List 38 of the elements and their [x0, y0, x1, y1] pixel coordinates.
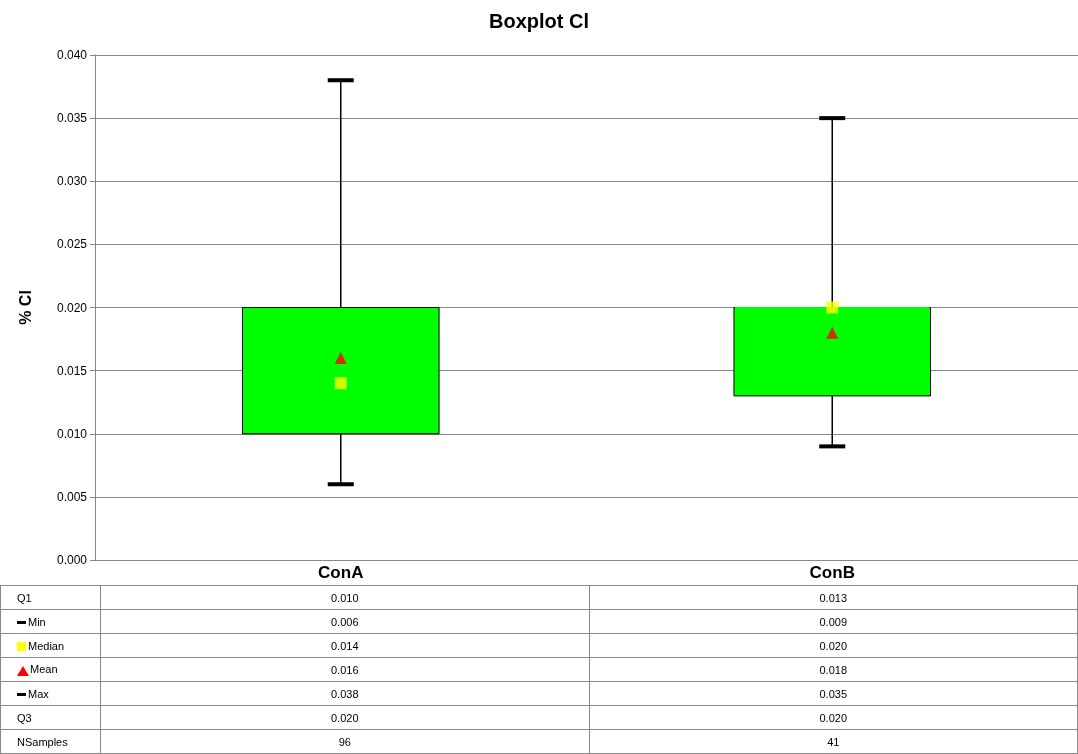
text: 0.035	[589, 681, 1078, 706]
text: 0.013	[589, 585, 1078, 610]
chart-title: Boxplot Cl	[489, 10, 589, 32]
y-tick-label: 0.010	[56, 426, 88, 441]
text: Q1	[17, 591, 32, 604]
legend-label: Mean	[30, 663, 58, 676]
y-tick-label: 0.000	[56, 553, 88, 567]
text: Min	[28, 615, 46, 628]
text: NSamples	[17, 735, 68, 748]
text: 0.038	[100, 681, 589, 706]
data-label: 0.016	[100, 657, 589, 682]
text: 0.009	[589, 609, 1078, 634]
y-tick-label: 0.025	[56, 237, 88, 252]
x-tick-label: ConA	[318, 563, 364, 582]
legend-label: Median	[28, 639, 65, 652]
text: Q3	[17, 711, 32, 724]
text: 41	[589, 729, 1078, 754]
point	[826, 301, 839, 314]
y-tick-label: 0.020	[56, 300, 88, 315]
y-tick-label: 0.005	[56, 489, 88, 504]
text: Max	[28, 687, 49, 700]
y-tick-label: 0.035	[56, 111, 88, 126]
point	[334, 352, 347, 364]
x-tick-label: ConB	[809, 563, 855, 582]
y-axis-title: % Cl	[16, 290, 34, 325]
text: 96	[100, 729, 589, 754]
text: 0.020	[100, 705, 589, 730]
y-tick-label: 0.030	[56, 174, 88, 189]
point	[334, 377, 347, 390]
data-label: 0.018	[589, 657, 1078, 682]
data-label: 0.020	[589, 633, 1078, 658]
y-tick-label: 0.040	[56, 48, 88, 62]
y-tick-label: 0.015	[56, 363, 88, 378]
data-label: 0.014	[100, 633, 589, 658]
point	[826, 326, 839, 339]
text: 0.010	[100, 585, 589, 610]
text: 0.020	[589, 705, 1078, 730]
text: 0.006	[100, 609, 589, 634]
